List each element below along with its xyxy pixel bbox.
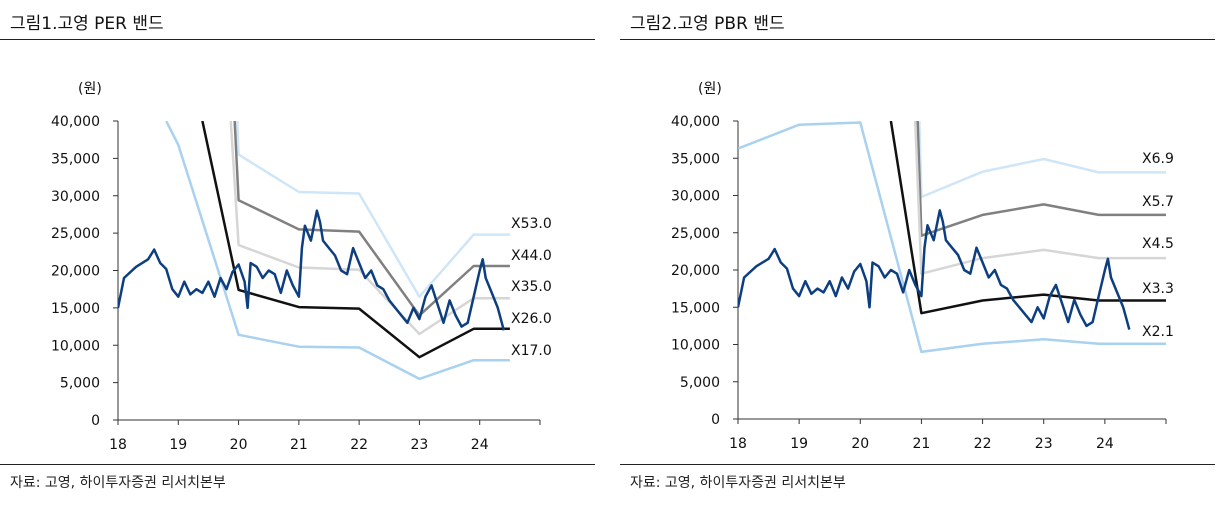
band-label: X5.7: [1142, 194, 1174, 210]
y-tick-label: 5,000: [60, 376, 100, 392]
y-tick-label: 20,000: [671, 263, 720, 279]
y-tick-label: 15,000: [51, 301, 100, 317]
x-tick-label: 23: [1035, 436, 1053, 452]
x-tick-label: 18: [729, 436, 747, 452]
x-tick-label: 18: [109, 437, 127, 453]
y-tick-label: 10,000: [671, 338, 720, 354]
y-tick-label: 30,000: [51, 189, 100, 205]
x-tick-label: 20: [851, 436, 869, 452]
pbr-band-panel: 그림2.고영 PBR 밴드 (원) 0 5,000 10,000 15,000 20,00…: [620, 0, 1215, 505]
band-label: X44.0: [511, 248, 552, 264]
band-line-X17.0: [165, 121, 510, 381]
y-tick-label: 40,000: [51, 114, 100, 130]
y-tick-label: 0: [711, 412, 720, 428]
band-line-X6.9: [918, 121, 1166, 199]
title-divider: [620, 39, 1215, 40]
band-line-X4.5: [913, 121, 1166, 275]
band-label: X2.1: [1142, 324, 1174, 340]
x-tick-label: 22: [350, 437, 368, 453]
price-line: [738, 209, 1131, 330]
x-tick-label: 23: [411, 437, 429, 453]
band-label: X4.5: [1142, 236, 1174, 252]
y-tick-label: 40,000: [671, 114, 720, 130]
band-label: X35.0: [511, 279, 552, 295]
x-tick-label: 21: [913, 436, 931, 452]
x-tick-label: 19: [169, 437, 187, 453]
pbr-band-chart: (원) 0 5,000 10,000 15,000 20,000 25,000 30,000 3…: [671, 81, 1174, 452]
band-label: X17.0: [511, 343, 552, 359]
price-line: [118, 209, 506, 331]
source-divider: [0, 464, 595, 465]
pbr-chart-source: 자료: 고영, 하이투자증권 리서치본부: [630, 475, 846, 491]
title-divider: [0, 39, 595, 40]
y-tick-label: 20,000: [51, 264, 100, 280]
y-tick-label: 10,000: [51, 338, 100, 354]
band-label: X6.9: [1142, 151, 1174, 167]
y-tick-label: 0: [91, 413, 100, 429]
band-line-X26.0: [201, 121, 510, 359]
band-line-X44.0: [233, 121, 510, 317]
y-tick-label: 25,000: [671, 226, 720, 242]
y-tick-label: 35,000: [671, 151, 720, 167]
x-tick-label: 22: [974, 436, 992, 452]
y-tick-label: 25,000: [51, 226, 100, 242]
band-label: X3.3: [1142, 281, 1174, 297]
y-unit-label: (원): [698, 81, 722, 97]
x-tick-label: 24: [1096, 436, 1114, 452]
per-band-panel: 그림1.고영 PER 밴드 (원) 0 5,000 10,000 15,000 20,00…: [0, 0, 595, 505]
band-line-X2.1: [738, 121, 1166, 354]
y-tick-label: 5,000: [680, 375, 720, 391]
per-band-chart: (원) 0 5,000 10,000 15,000 20,000 25,000 30,000 3…: [51, 81, 552, 453]
x-tick-label: 24: [471, 437, 489, 453]
y-unit-label: (원): [78, 81, 102, 97]
x-tick-label: 21: [290, 437, 308, 453]
band-line-X3.3: [889, 121, 1166, 315]
pbr-chart-title: 그림2.고영 PBR 밴드: [630, 14, 785, 34]
y-tick-label: 30,000: [671, 189, 720, 205]
band-line-X53.0: [235, 121, 510, 298]
band-label: X53.0: [511, 216, 552, 232]
band-line-X35.0: [229, 121, 510, 336]
per-chart-title: 그림1.고영 PER 밴드: [10, 14, 164, 34]
x-tick-label: 19: [790, 436, 808, 452]
per-chart-source: 자료: 고영, 하이투자증권 리서치본부: [10, 475, 226, 491]
y-tick-label: 15,000: [671, 300, 720, 316]
x-tick-label: 20: [230, 437, 248, 453]
y-tick-label: 35,000: [51, 151, 100, 167]
band-line-X5.7: [916, 121, 1166, 237]
band-label: X26.0: [511, 311, 552, 327]
source-divider: [620, 464, 1215, 465]
